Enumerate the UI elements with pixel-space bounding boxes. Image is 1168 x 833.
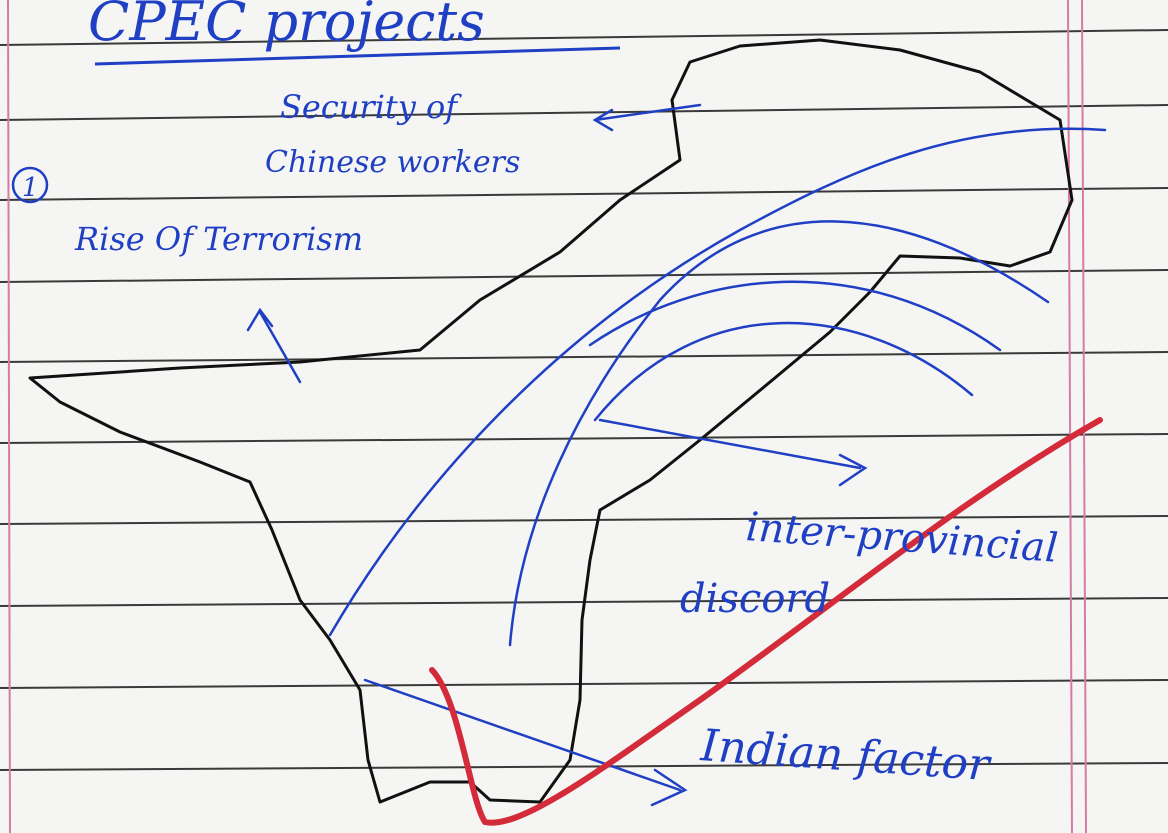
note: Security of — [280, 88, 462, 126]
note: discord — [680, 576, 830, 622]
note: Chinese workers — [265, 145, 520, 180]
title-underline — [94, 46, 621, 66]
title: CPEC projects — [88, 0, 485, 53]
note: Rise Of Terrorism — [74, 220, 363, 258]
red-check — [429, 417, 1103, 826]
margin-lines — [7, 0, 1087, 833]
map-outline — [28, 38, 1074, 804]
ruled-lines — [0, 29, 1168, 771]
blue-strokes — [11, 103, 1107, 807]
item-number: 1 — [22, 173, 39, 203]
